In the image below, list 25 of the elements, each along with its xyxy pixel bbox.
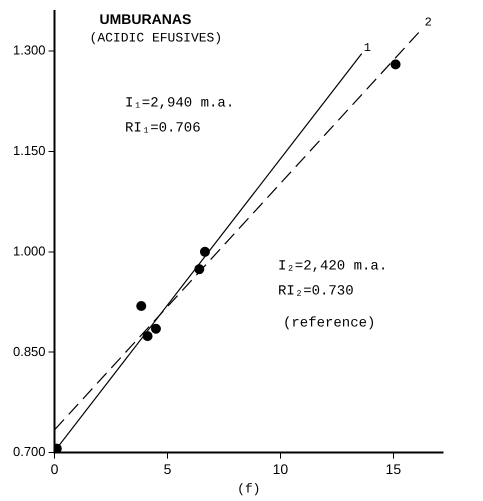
y-tick-label: 1.300 <box>12 42 46 58</box>
y-tick-label: 1.150 <box>12 142 46 158</box>
x-tick-label: 5 <box>164 460 172 477</box>
annotation: 2 <box>424 15 432 30</box>
x-tick-label: 10 <box>272 460 288 477</box>
x-tick-label: 0 <box>50 460 59 477</box>
annotation: I₂=2,420 m.a. <box>278 258 388 275</box>
text: (ACIDIC EFUSIVES) <box>90 30 222 46</box>
annotation: 1 <box>364 40 371 55</box>
point <box>150 324 161 334</box>
point <box>142 331 153 342</box>
y-tick-label: 1.000 <box>12 243 46 258</box>
y-tick-label: 0.700 <box>12 444 46 460</box>
y-tick-label: 0.850 <box>12 344 46 359</box>
x-axis-title: (f) <box>237 482 260 497</box>
annotation: RI₁=0.706 <box>125 120 201 137</box>
point <box>200 246 210 257</box>
point <box>194 264 204 274</box>
x-tick-label: 15 <box>386 460 402 477</box>
point <box>136 301 146 312</box>
annotation: (reference) <box>283 316 376 332</box>
chart-title: UMBURANAS <box>100 10 192 27</box>
annotation: RI₂=0.730 <box>278 284 354 300</box>
annotation: I₁=2,940 m.a. <box>125 96 234 112</box>
point <box>390 59 401 70</box>
